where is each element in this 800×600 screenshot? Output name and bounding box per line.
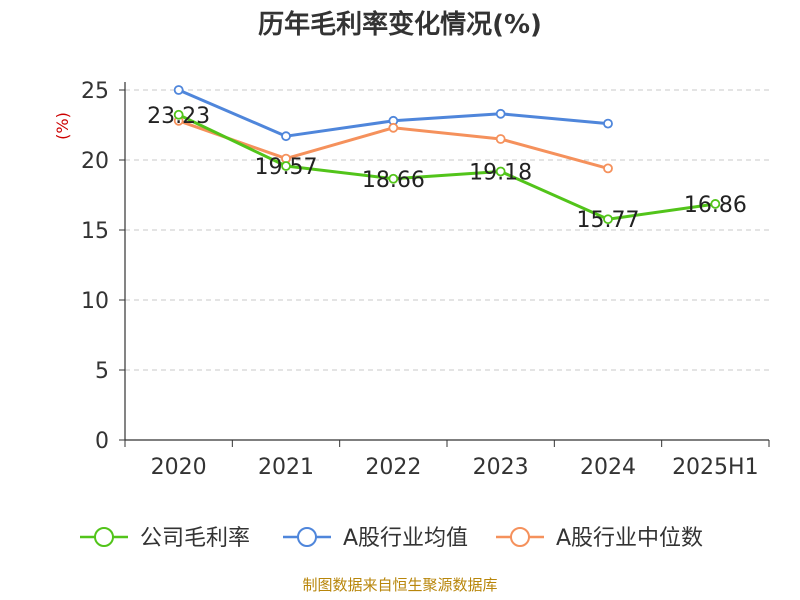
series-point [495, 134, 506, 144]
series-layer [173, 85, 721, 225]
y-tick-label: 20 [81, 149, 109, 174]
legend[interactable]: 公司毛利率 A股行业均值 A股行业中位数 [80, 526, 703, 551]
series-line [178, 113, 716, 221]
legend-marker [297, 527, 317, 547]
y-tick-label: 5 [95, 359, 109, 384]
series-point [495, 166, 506, 177]
y-tick-label: 25 [81, 79, 109, 104]
legend-label: A股行业均值 [343, 526, 468, 551]
legend-item[interactable]: A股行业中位数 [496, 526, 703, 551]
series-point [173, 109, 184, 120]
y-tick-label: 10 [81, 289, 109, 314]
series-point [281, 131, 291, 142]
legend-marker [510, 527, 530, 547]
legend-label: A股行业中位数 [556, 526, 703, 551]
series-point [388, 173, 399, 184]
series-point [388, 122, 399, 133]
x-tick-label: 2023 [473, 455, 529, 480]
data-label-layer: 23.23 19.57 18.66 19.18 15.77 16.86 [147, 104, 747, 233]
y-tick-label: 15 [81, 219, 109, 244]
series-point [603, 163, 613, 174]
x-tick-label: 2025H1 [672, 455, 759, 480]
series-point [603, 118, 613, 129]
series-point [603, 214, 613, 225]
series-point [173, 85, 184, 95]
source-note: 制图数据来自恒生聚源数据库 [302, 576, 497, 594]
legend-label: 公司毛利率 [140, 526, 250, 551]
legend-marker [94, 527, 114, 547]
y-axis-unit: (%) [53, 112, 72, 140]
x-tick-label: 2022 [365, 455, 421, 480]
data-label: 16.86 [684, 193, 747, 218]
x-tick-label: 2021 [258, 455, 314, 480]
chart-title: 历年毛利率变化情况(%) [258, 9, 542, 40]
y-tick-label: 0 [95, 429, 109, 454]
data-label: 18.66 [362, 168, 425, 193]
series-point [281, 161, 291, 171]
axes: 0 5 10 15 20 25 2020 2021 2022 2023 2024 2025H1 [81, 79, 770, 480]
x-tick-label: 2024 [580, 455, 636, 480]
series-point [710, 199, 721, 209]
x-tick-label: 2020 [151, 455, 207, 480]
data-label: 19.18 [469, 160, 532, 185]
series-point [495, 108, 506, 119]
data-label: 19.57 [255, 155, 318, 180]
data-label: 23.23 [147, 104, 210, 129]
legend-item[interactable]: A股行业均值 [283, 526, 468, 551]
data-label: 15.77 [577, 208, 640, 233]
legend-item[interactable]: 公司毛利率 [80, 526, 250, 551]
